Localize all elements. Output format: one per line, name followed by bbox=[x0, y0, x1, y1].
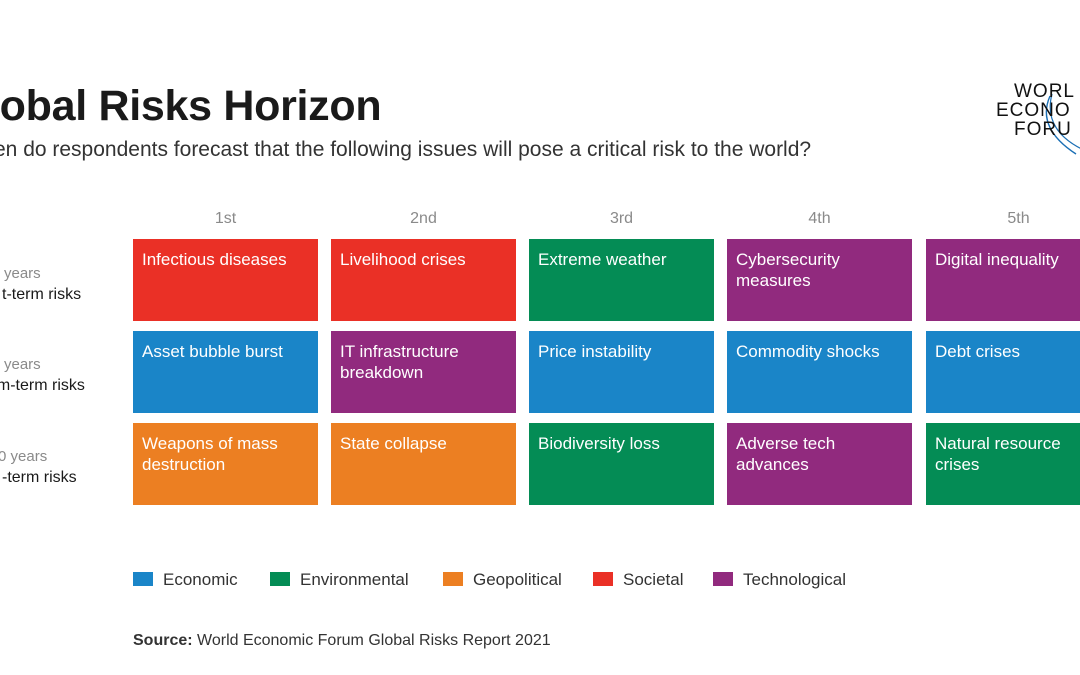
risk-cell: Cybersecurity measures bbox=[727, 239, 912, 321]
column-label-5: 5th bbox=[1007, 210, 1030, 227]
wef-arc-logo-icon bbox=[1045, 93, 1080, 155]
legend-swatch bbox=[133, 572, 153, 586]
legend-label: Economic bbox=[163, 570, 238, 589]
risk-cell-label: Cybersecurity measures bbox=[736, 250, 840, 290]
legend-swatch bbox=[713, 572, 733, 586]
chart-subtitle: en do respondents forecast that the foll… bbox=[0, 138, 812, 161]
legend-label: Environmental bbox=[300, 570, 409, 589]
legend-item-geopolitical: Geopolitical bbox=[443, 570, 562, 590]
source-note: Source: World Economic Forum Global Risk… bbox=[133, 632, 551, 650]
legend-item-economic: Economic bbox=[133, 570, 238, 590]
risk-cell-label: Adverse tech advances bbox=[736, 434, 836, 474]
source-text: World Economic Forum Global Risks Report… bbox=[192, 632, 551, 649]
legend-swatch bbox=[443, 572, 463, 586]
legend-item-technological: Technological bbox=[713, 570, 846, 590]
risk-cell: Natural resource crises bbox=[926, 423, 1080, 505]
risk-cell: Asset bubble burst bbox=[133, 331, 318, 413]
row-term-label: t-term risks bbox=[2, 286, 82, 303]
risk-cell-label: Price instability bbox=[538, 342, 652, 361]
row-term-label: -term risks bbox=[2, 469, 77, 486]
risk-cell: Extreme weather bbox=[529, 239, 714, 321]
risk-cell: IT infrastructure breakdown bbox=[331, 331, 516, 413]
risk-cell-label: IT infrastructure breakdown bbox=[340, 342, 459, 382]
legend-label: Societal bbox=[623, 570, 684, 589]
risk-cell: Biodiversity loss bbox=[529, 423, 714, 505]
source-label: Source: bbox=[133, 632, 193, 649]
risk-cell-label: Asset bubble burst bbox=[142, 342, 283, 361]
row-label-1: years t-term risks bbox=[0, 264, 82, 305]
row-years-label: years bbox=[4, 356, 41, 373]
column-label-3: 3rd bbox=[609, 210, 634, 227]
column-label-2: 2nd bbox=[410, 210, 437, 227]
risk-cell-label: Extreme weather bbox=[538, 250, 667, 269]
row-years-label: years bbox=[4, 265, 41, 282]
risk-cell: Commodity shocks bbox=[727, 331, 912, 413]
row-label-2: years um-term risks bbox=[0, 355, 97, 396]
row-years-label: 0 years bbox=[0, 448, 48, 465]
row-label-3: 0 years -term risks bbox=[0, 447, 77, 488]
risk-cell-label: Infectious diseases bbox=[142, 250, 287, 269]
risk-cell: Livelihood crises bbox=[331, 239, 516, 321]
legend-item-environmental: Environmental bbox=[270, 570, 409, 590]
risk-cell-label: Commodity shocks bbox=[736, 342, 880, 361]
wef-logo: WORL ECONO FORU bbox=[992, 82, 1080, 162]
legend-swatch bbox=[270, 572, 290, 586]
risk-cell-label: Digital inequality bbox=[935, 250, 1059, 269]
risk-cell-label: Natural resource crises bbox=[935, 434, 1061, 474]
logo-line-2: ECONO bbox=[996, 100, 1071, 121]
risk-cell-label: State collapse bbox=[340, 434, 447, 453]
risk-cell-label: Livelihood crises bbox=[340, 250, 466, 269]
risk-cell-label: Debt crises bbox=[935, 342, 1021, 361]
risk-cell: Infectious diseases bbox=[133, 239, 318, 321]
legend-label: Geopolitical bbox=[473, 570, 562, 589]
risk-cell-label: Weapons of mass destruction bbox=[142, 434, 278, 474]
logo-line-1: WORL bbox=[1014, 81, 1075, 102]
logo-line-3: FORU bbox=[1014, 119, 1072, 140]
legend-item-societal: Societal bbox=[593, 570, 683, 590]
column-label-1: 1st bbox=[214, 210, 237, 227]
row-term-label: um-term risks bbox=[0, 377, 85, 394]
risk-cell: Adverse tech advances bbox=[727, 423, 912, 505]
legend-label: Technological bbox=[743, 570, 847, 589]
risk-cell: Digital inequality bbox=[926, 239, 1080, 321]
risk-cell: Price instability bbox=[529, 331, 714, 413]
column-label-4: 4th bbox=[808, 210, 831, 227]
risk-cell-label: Biodiversity loss bbox=[538, 434, 660, 453]
risk-cell: Weapons of mass destruction bbox=[133, 423, 318, 505]
risk-cell: State collapse bbox=[331, 423, 516, 505]
risk-cell: Debt crises bbox=[926, 331, 1080, 413]
legend-swatch bbox=[593, 572, 613, 586]
chart-title: lobal Risks Horizon bbox=[0, 82, 382, 130]
